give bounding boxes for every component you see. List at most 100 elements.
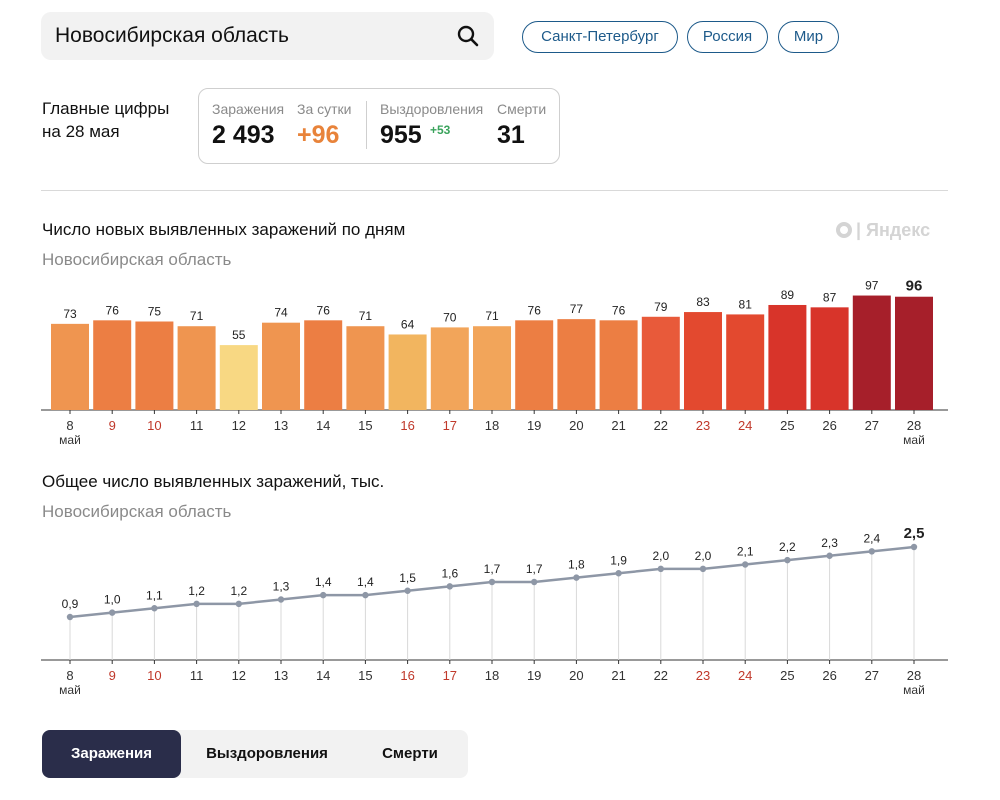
x-tick-label: 12 <box>232 668 246 683</box>
bar-18 <box>473 326 511 410</box>
x-tick-label: 26 <box>822 418 836 433</box>
bar-21 <box>599 320 638 410</box>
x-tick-label: 18 <box>485 668 499 683</box>
data-point-24 <box>742 561 749 568</box>
line-chart-title: Общее число выявленных заражений, тыс. <box>42 472 385 491</box>
data-point-25 <box>784 556 791 564</box>
bar-chart: 73 8 76 9 75 10 71 11 55 12 74 13 76 14 71 15 64 16 70 17 71… <box>41 278 948 447</box>
search-icon[interactable] <box>456 24 480 48</box>
tab-deaths[interactable]: Смерти <box>382 745 438 762</box>
infected-label: Заражения <box>212 101 285 117</box>
line-chart: 0,9 8 1,0 9 1,1 10 1,2 11 1,2 12 1,3 13 1,4 14 1,4 15 1,… <box>41 525 948 697</box>
bar-value-label: 71 <box>359 309 373 323</box>
x-tick-label: 19 <box>527 418 541 433</box>
yandex-logo-icon <box>836 222 852 238</box>
bar-28 <box>895 296 933 410</box>
point-value-label: 1,7 <box>526 562 543 576</box>
tab-recoveries[interactable]: Выздоровления <box>206 745 328 762</box>
bar-value-label: 87 <box>823 290 837 304</box>
data-point-27 <box>868 548 875 555</box>
per-day-value: +96 <box>297 121 340 149</box>
data-point-20 <box>573 574 580 581</box>
data-point-19 <box>531 578 538 586</box>
x-tick-label: 24 <box>738 418 752 433</box>
yandex-watermark: | Яндекс <box>836 220 930 241</box>
point-value-label: 1,5 <box>399 571 416 585</box>
point-value-label: 1,2 <box>188 584 205 598</box>
metric-tabs: Заражения Выздоровления Смерти <box>42 730 468 778</box>
bar-value-label: 70 <box>443 310 457 324</box>
recovered-delta: +53 <box>430 123 451 137</box>
x-tick-label: 14 <box>316 418 330 433</box>
bar-17 <box>430 327 469 410</box>
x-tick-label: 13 <box>274 418 288 433</box>
region-search[interactable]: Новосибирская область <box>41 12 494 60</box>
per-day-label: За сутки <box>297 101 352 117</box>
headline-stats-card: Заражения 2 493 За сутки +96 Выздоровлен… <box>198 88 560 164</box>
x-tick-label: 10 <box>147 668 161 683</box>
bar-22 <box>641 316 680 410</box>
x-tick-label: 20 <box>569 418 583 433</box>
x-tick-label: 21 <box>611 418 625 433</box>
bar-19 <box>515 320 554 410</box>
bar-value-label: 97 <box>865 279 879 293</box>
bar-value-label: 71 <box>190 309 204 323</box>
bar-8 <box>51 323 89 410</box>
data-point-18 <box>488 578 496 586</box>
x-tick-label: 16 <box>400 418 414 433</box>
point-value-label: 1,7 <box>484 562 501 576</box>
bar-value-label: 73 <box>63 307 77 321</box>
point-value-label: 2,0 <box>652 549 669 563</box>
x-tick-label: 15 <box>358 668 372 683</box>
bar-value-label: 64 <box>401 317 415 331</box>
x-tick-label: 24 <box>738 668 752 683</box>
bar-value-label: 74 <box>274 306 288 320</box>
bar-13 <box>262 322 300 410</box>
x-tick-label: 27 <box>865 418 879 433</box>
deaths-value: 31 <box>497 121 525 149</box>
x-tick-label: 20 <box>569 668 583 683</box>
bar-9 <box>93 320 132 410</box>
x-tick-label: 23 <box>696 668 710 683</box>
bar-value-label: 76 <box>317 303 331 317</box>
month-label-start: май <box>59 683 81 697</box>
x-tick-label: 22 <box>654 418 668 433</box>
x-tick-label: 17 <box>443 418 457 433</box>
bar-value-label: 55 <box>232 328 246 342</box>
link-russia[interactable]: Россия <box>687 21 768 53</box>
stats-divider <box>366 101 367 149</box>
data-point-14 <box>320 591 327 599</box>
data-point-22 <box>657 565 664 573</box>
bar-value-label: 76 <box>612 303 626 317</box>
headline-label-line1: Главные цифры <box>42 99 170 118</box>
point-value-label: 2,1 <box>737 545 754 559</box>
bar-value-label: 96 <box>906 278 923 295</box>
x-tick-label: 15 <box>358 418 372 433</box>
point-value-label: 1,2 <box>230 584 247 598</box>
search-input-value[interactable]: Новосибирская область <box>55 24 289 47</box>
x-tick-label: 9 <box>109 668 116 683</box>
data-point-26 <box>826 552 833 559</box>
bar-chart-title: Число новых выявленных заражений по дням <box>42 220 406 239</box>
data-point-23 <box>699 565 707 573</box>
bar-25 <box>768 304 807 410</box>
x-tick-label: 13 <box>274 668 288 683</box>
point-value-label: 1,3 <box>273 580 290 594</box>
point-value-label: 1,4 <box>315 575 332 589</box>
link-saint-petersburg[interactable]: Санкт-Петербург <box>522 21 678 53</box>
month-label-end: май <box>903 433 925 447</box>
link-world[interactable]: Мир <box>778 21 839 53</box>
bar-value-label: 76 <box>528 303 542 317</box>
x-tick-label: 19 <box>527 668 541 683</box>
bar-12 <box>219 345 258 410</box>
bar-16 <box>388 334 427 410</box>
x-tick-label: 26 <box>822 668 836 683</box>
data-point-8 <box>66 613 74 621</box>
x-tick-label: 23 <box>696 418 710 433</box>
bar-10 <box>135 321 174 410</box>
bar-value-label: 89 <box>781 288 795 302</box>
recovered-value: 955 <box>380 121 422 149</box>
data-point-16 <box>404 587 411 594</box>
point-value-label: 1,9 <box>610 553 627 567</box>
tab-infections[interactable]: Заражения <box>42 730 181 778</box>
